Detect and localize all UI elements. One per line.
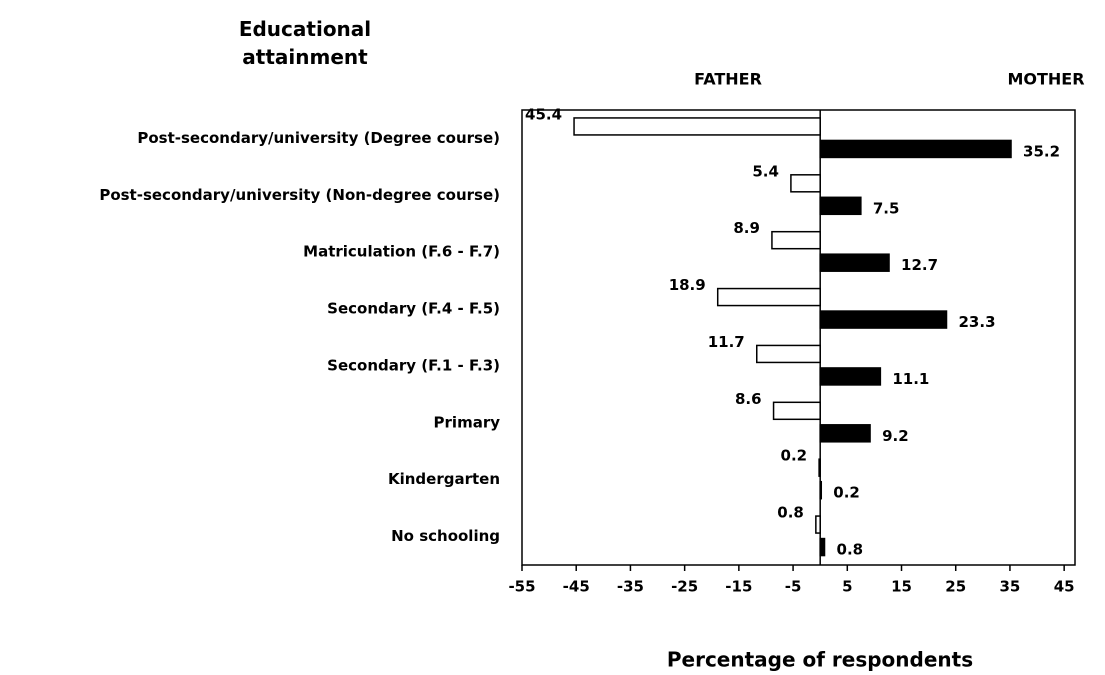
plot-frame — [521, 109, 1076, 566]
x-tick-label: 15 — [891, 578, 912, 596]
father-bar — [818, 458, 821, 477]
category-label: Secondary (F.4 - F.5) — [327, 300, 500, 318]
category-label: Primary — [434, 413, 501, 431]
y-axis-title: Educational attainment — [239, 17, 371, 69]
mother-bar — [819, 139, 1012, 159]
legend-father: FATHER — [694, 70, 762, 89]
value-label: 8.9 — [733, 219, 760, 237]
x-tick-label: 5 — [842, 578, 852, 596]
value-label: 45.4 — [525, 105, 562, 123]
mother-bar — [819, 367, 882, 386]
category-label: Secondary (F.1 - F.3) — [327, 356, 500, 374]
value-label: 9.2 — [882, 427, 909, 445]
father-bar — [790, 174, 821, 193]
value-label: 8.6 — [735, 390, 762, 408]
value-label: 18.9 — [669, 276, 706, 294]
x-tick-label: -25 — [671, 578, 698, 596]
mother-bar — [819, 537, 826, 557]
father-bar — [771, 230, 821, 250]
father-bar — [772, 401, 821, 421]
mother-bar — [819, 310, 948, 329]
father-bar — [756, 344, 821, 364]
value-label: 23.3 — [959, 313, 996, 331]
value-label: 7.5 — [873, 199, 900, 217]
x-tick-label: 25 — [945, 578, 966, 596]
x-tick-label: 35 — [1000, 578, 1021, 596]
value-label: 12.7 — [901, 256, 938, 274]
legend-mother: MOTHER — [1007, 70, 1084, 89]
father-bar — [573, 117, 821, 136]
x-tick-label: -45 — [563, 578, 590, 596]
x-tick-label: -35 — [617, 578, 644, 596]
father-bar — [815, 515, 821, 534]
category-label: Kindergarten — [388, 470, 500, 488]
x-tick-label: -15 — [725, 578, 752, 596]
category-label: No schooling — [391, 527, 500, 545]
category-label: Post-secondary/university (Degree course… — [137, 129, 500, 147]
x-tick-label: 45 — [1054, 578, 1075, 596]
category-label: Post-secondary/university (Non-degree co… — [99, 186, 500, 204]
mother-bar — [819, 480, 823, 500]
value-label: 0.8 — [777, 504, 804, 522]
value-label: 35.2 — [1023, 142, 1060, 160]
mother-bar — [819, 424, 871, 443]
x-tick-label: -55 — [508, 578, 535, 596]
value-label: 0.2 — [781, 447, 808, 465]
x-tick-label: -5 — [785, 578, 802, 596]
category-label: Matriculation (F.6 - F.7) — [303, 243, 500, 261]
value-label: 5.4 — [752, 162, 779, 180]
value-label: 11.1 — [892, 370, 929, 388]
mother-bar — [819, 253, 890, 272]
father-bar — [716, 287, 821, 307]
x-axis-title: Percentage of respondents — [667, 648, 973, 672]
mother-bar — [819, 196, 862, 216]
value-label: 11.7 — [708, 333, 745, 351]
value-label: 0.8 — [837, 541, 864, 559]
value-label: 0.2 — [833, 484, 860, 502]
